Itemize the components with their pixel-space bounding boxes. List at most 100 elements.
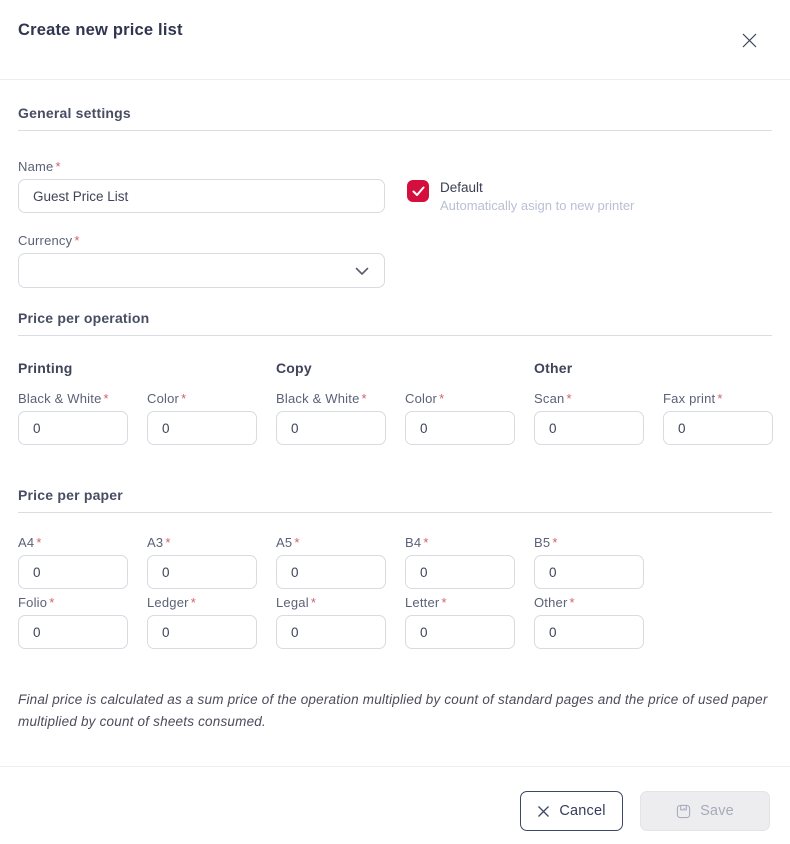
default-hint: Automatically asign to new printer <box>440 198 635 213</box>
save-button[interactable]: Save <box>640 791 770 831</box>
price-input-legal[interactable] <box>276 615 386 649</box>
modal-footer: Cancel Save <box>0 766 790 844</box>
field-label: Color * <box>147 391 257 407</box>
price-field-letter: Letter * <box>405 595 515 649</box>
price-field-a4: A4 * <box>18 535 128 589</box>
name-label: Name * <box>18 159 385 175</box>
field-label: Scan * <box>534 391 644 407</box>
group-title-other: Other <box>534 360 573 376</box>
required-asterisk: * <box>49 595 55 610</box>
group-printing: Printing Black & White* Color* <box>18 360 276 445</box>
field-label: A5 * <box>276 535 386 551</box>
section-price-per-operation: Price per operation <box>18 310 772 336</box>
name-input[interactable] <box>18 179 385 213</box>
required-asterisk: * <box>717 391 723 406</box>
price-field-copy-bw: Black & White * <box>276 391 386 445</box>
field-label: B4 * <box>405 535 515 551</box>
price-input-ledger[interactable] <box>147 615 257 649</box>
field-label-text: Color <box>147 391 180 406</box>
price-field-printing-bw: Black & White * <box>18 391 128 445</box>
required-asterisk: * <box>423 535 429 550</box>
field-label-text: Other <box>534 595 568 610</box>
field-label: B5 * <box>534 535 644 551</box>
price-input-fax-print[interactable] <box>663 411 773 445</box>
field-label-text: Folio <box>18 595 48 610</box>
default-checkbox-group: Default Automatically asign to new print… <box>407 180 634 213</box>
cancel-button[interactable]: Cancel <box>520 791 623 831</box>
name-label-text: Name <box>18 159 54 174</box>
default-checkbox[interactable] <box>407 180 429 202</box>
price-field-ledger: Ledger * <box>147 595 257 649</box>
modal-header: Create new price list <box>0 0 790 80</box>
field-label: Other * <box>534 595 644 611</box>
required-asterisk: * <box>569 595 575 610</box>
price-field-a5: A5 * <box>276 535 386 589</box>
group-fields: Scan* Fax print* <box>534 391 790 445</box>
group-title-printing: Printing <box>18 360 73 376</box>
field-label: Fax print * <box>663 391 773 407</box>
field-label-text: Fax print <box>663 391 716 406</box>
field-label-text: B4 <box>405 535 422 550</box>
required-asterisk: * <box>36 535 42 550</box>
group-fields: Black & White* Color* <box>276 391 534 445</box>
field-label-text: A5 <box>276 535 293 550</box>
field-label-text: Legal <box>276 595 309 610</box>
currency-label: Currency * <box>18 233 385 249</box>
field-label-text: Ledger <box>147 595 189 610</box>
price-field-printing-color: Color * <box>147 391 257 445</box>
price-input-copy-bw[interactable] <box>276 411 386 445</box>
price-field-b4: B4 * <box>405 535 515 589</box>
required-asterisk: * <box>310 595 317 610</box>
required-asterisk: * <box>361 391 367 406</box>
default-label: Default <box>440 180 483 195</box>
field-label: A4 * <box>18 535 128 551</box>
final-price-note: Final price is calculated as a sum price… <box>18 692 768 729</box>
cancel-button-label: Cancel <box>559 803 606 819</box>
price-field-legal: Legal * <box>276 595 386 649</box>
save-button-label: Save <box>700 803 734 819</box>
check-icon <box>412 186 425 197</box>
field-label-text: A4 <box>18 535 35 550</box>
price-field-scan: Scan * <box>534 391 644 445</box>
operation-groups-row: Printing Black & White* Color* Copy <box>18 360 773 445</box>
group-copy: Copy Black & White* Color* <box>276 360 534 445</box>
currency-field: Currency * <box>18 233 385 288</box>
save-icon <box>676 804 691 819</box>
required-asterisk: * <box>103 391 109 406</box>
price-field-a3: A3 * <box>147 535 257 589</box>
group-fields: Black & White* Color* <box>18 391 276 445</box>
field-label-text: Color <box>405 391 438 406</box>
price-input-copy-color[interactable] <box>405 411 515 445</box>
price-field-folio: Folio * <box>18 595 128 649</box>
field-label: Black & White * <box>18 391 128 407</box>
price-input-b4[interactable] <box>405 555 515 589</box>
price-input-b5[interactable] <box>534 555 644 589</box>
required-asterisk: * <box>55 159 61 174</box>
field-label-text: A3 <box>147 535 164 550</box>
price-input-printing-bw[interactable] <box>18 411 128 445</box>
price-field-b5: B5 * <box>534 535 644 589</box>
required-asterisk: * <box>566 391 572 406</box>
price-input-letter[interactable] <box>405 615 515 649</box>
price-field-copy-color: Color * <box>405 391 515 445</box>
price-input-a5[interactable] <box>276 555 386 589</box>
chevron-down-icon <box>355 267 369 276</box>
price-input-printing-color[interactable] <box>147 411 257 445</box>
field-label: Letter * <box>405 595 515 611</box>
close-icon <box>741 32 758 49</box>
required-asterisk: * <box>190 595 196 610</box>
field-label-text: Letter <box>405 595 440 610</box>
close-button[interactable] <box>738 29 760 51</box>
price-input-folio[interactable] <box>18 615 128 649</box>
price-input-a3[interactable] <box>147 555 257 589</box>
price-input-other[interactable] <box>534 615 644 649</box>
field-label-text: Black & White <box>18 391 102 406</box>
required-asterisk: * <box>181 391 187 406</box>
price-input-a4[interactable] <box>18 555 128 589</box>
currency-select[interactable] <box>18 253 385 288</box>
field-label: Folio * <box>18 595 128 611</box>
paper-row-2: Folio* Ledger* Legal* Letter* Other* <box>18 595 772 649</box>
required-asterisk: * <box>441 595 447 610</box>
price-input-scan[interactable] <box>534 411 644 445</box>
